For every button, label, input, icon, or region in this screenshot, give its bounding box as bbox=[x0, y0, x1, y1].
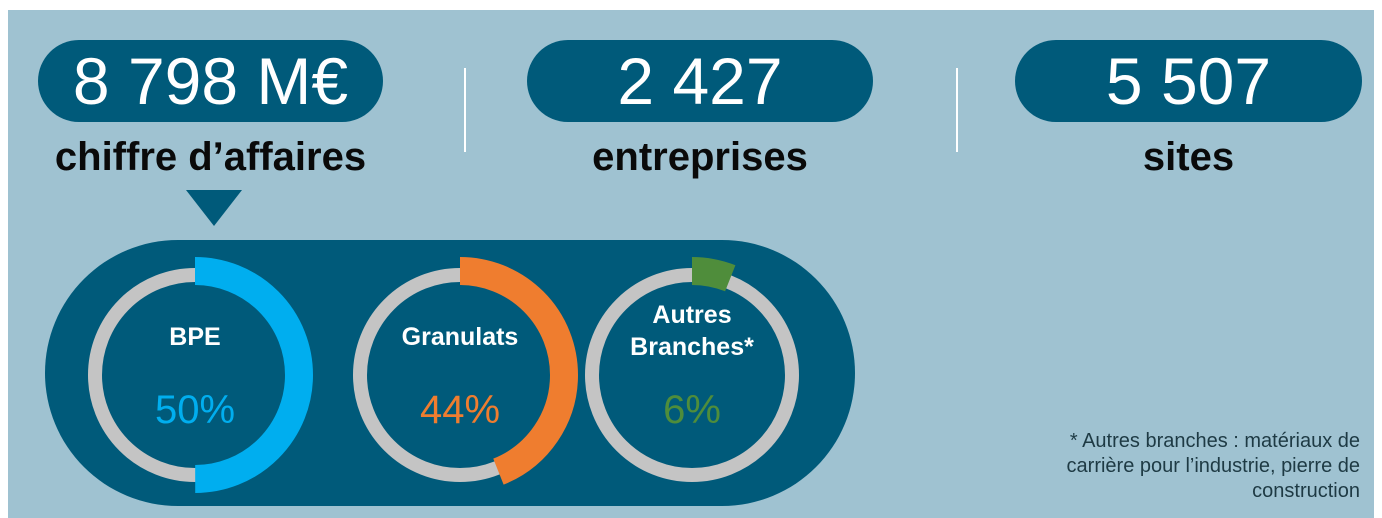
footnote: carrière pour l’industrie, pierre de bbox=[1067, 455, 1360, 477]
stat-value: 5 507 bbox=[1106, 44, 1271, 118]
gauge-value: 50% bbox=[155, 388, 235, 432]
gauge-arc bbox=[574, 257, 810, 493]
footnote: construction bbox=[1252, 480, 1360, 502]
stat-pill bbox=[38, 40, 383, 122]
gauge-panel bbox=[45, 240, 855, 506]
stat-label: chiffre d’affaires bbox=[55, 135, 366, 179]
stat-pill bbox=[1015, 40, 1362, 122]
stat-pill bbox=[527, 40, 873, 122]
gauge-name: BPE bbox=[169, 323, 220, 351]
gauge-name: Branches* bbox=[630, 333, 754, 361]
footnote: * Autres branches : matériaux de bbox=[1070, 430, 1360, 452]
stat-value: 2 427 bbox=[617, 44, 782, 118]
gauge-arc bbox=[342, 257, 578, 493]
pointer bbox=[186, 190, 242, 226]
gauge-arc bbox=[77, 257, 313, 493]
gauge-name: Granulats bbox=[402, 323, 519, 351]
stat-value: 8 798 M€ bbox=[73, 44, 348, 118]
gauge-name: Autres bbox=[652, 301, 731, 329]
stat-label: entreprises bbox=[592, 135, 808, 179]
gauge-value: 6% bbox=[663, 388, 721, 432]
stat-label: sites bbox=[1143, 135, 1234, 179]
gauge-value: 44% bbox=[420, 388, 500, 432]
